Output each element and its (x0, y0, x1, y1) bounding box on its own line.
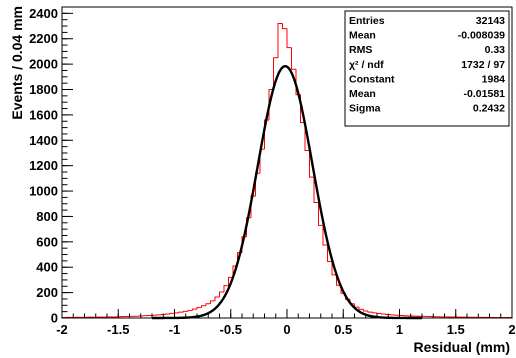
histogram-bin (178, 311, 184, 313)
histogram-bin (322, 225, 328, 246)
histogram-bin (201, 305, 206, 308)
y-axis: 0 200 400 600 800 1000 1200 1400 1600 1800 2000 220… (29, 6, 73, 326)
x-tick-label: 2 (508, 322, 515, 337)
histogram-layer (61, 23, 512, 318)
stats-label: Sigma (349, 103, 381, 115)
stats-label: χ² / ndf (349, 59, 384, 71)
y-tick-label: 1200 (29, 158, 58, 173)
y-tick-label: 2400 (29, 6, 58, 21)
stats-label: Constant (349, 73, 395, 85)
stats-value: 32143 (476, 15, 505, 27)
x-axis: -2 -1.5 -1 -0.5 0 0.5 1 1.5 2 (56, 309, 516, 337)
histogram-bin (196, 307, 202, 310)
y-tick-label: 600 (36, 234, 58, 249)
histogram-bin (381, 313, 386, 315)
histogram-bin (304, 122, 310, 151)
histogram-bin (250, 195, 256, 218)
histogram-bin (363, 309, 368, 312)
histogram-bin (219, 291, 224, 298)
stats-value: 1732 / 97 (461, 59, 505, 71)
y-tick-label: 200 (36, 285, 58, 300)
stats-label: RMS (349, 44, 372, 56)
histogram-bin (223, 285, 229, 292)
y-tick-label: 1800 (29, 82, 58, 97)
x-tick-label: -2 (56, 322, 68, 337)
stats-box: Entries 32143 Mean -0.008039 RMS 0.33 χ² / ndf… (344, 10, 510, 127)
y-tick-label: 2200 (29, 31, 58, 46)
x-tick-label: -1 (169, 322, 181, 337)
histogram-bin (331, 261, 337, 276)
histogram-bin (372, 312, 377, 314)
histogram-bin (165, 313, 170, 315)
histogram-bin (273, 57, 278, 90)
histogram-bin (313, 177, 319, 203)
x-tick-label: 0 (283, 322, 290, 337)
histogram-bin (228, 276, 233, 286)
stats-value: 0.2432 (473, 103, 505, 115)
histogram-bin (358, 307, 364, 310)
histogram-bin (327, 245, 332, 263)
histogram-bin (183, 310, 188, 313)
stats-value: 1984 (482, 73, 506, 85)
stats-label: Mean (349, 30, 376, 42)
histogram-bin (309, 150, 314, 178)
histogram-bin (174, 312, 179, 314)
histogram-bin (318, 202, 323, 226)
histogram-bin (192, 308, 197, 311)
x-tick-label: 1.5 (447, 322, 465, 337)
stats-value: -0.008039 (458, 30, 505, 42)
y-tick-label: 800 (36, 209, 58, 224)
x-tick-label: 1 (396, 322, 403, 337)
x-tick-label: 0.5 (334, 322, 352, 337)
x-tick-label: -1.5 (107, 322, 129, 337)
histogram-bin (264, 119, 269, 150)
y-tick-label: 1600 (29, 107, 58, 122)
stats-label: Entries (349, 15, 385, 27)
histogram-bin (282, 23, 287, 30)
y-tick-label: 0 (51, 311, 58, 326)
y-tick-label: 1400 (29, 133, 58, 148)
histogram-bin (187, 309, 193, 312)
stats-label: Mean (349, 88, 376, 100)
histogram-bin (205, 303, 211, 306)
histogram-bin (210, 300, 215, 304)
histogram-bin (277, 23, 283, 58)
x-axis-title: Residual (mm) (414, 339, 510, 355)
histogram-bin (169, 312, 175, 314)
y-axis-title: Events / 0.04 mm (9, 6, 25, 120)
stats-value: 0.33 (485, 44, 506, 56)
x-tick-label: -0.5 (220, 322, 242, 337)
histogram-bin (214, 296, 220, 301)
stats-box-frame (344, 10, 510, 127)
stats-value: -0.01581 (464, 88, 506, 100)
histogram-bin (286, 28, 292, 49)
histogram-bin (367, 311, 373, 313)
y-tick-label: 2000 (29, 57, 58, 72)
y-tick-label: 1000 (29, 184, 58, 199)
histogram-bin (291, 47, 296, 70)
y-tick-label: 400 (36, 260, 58, 275)
stats-rows: Entries 32143 Mean -0.008039 RMS 0.33 χ² / ndf… (349, 15, 505, 115)
